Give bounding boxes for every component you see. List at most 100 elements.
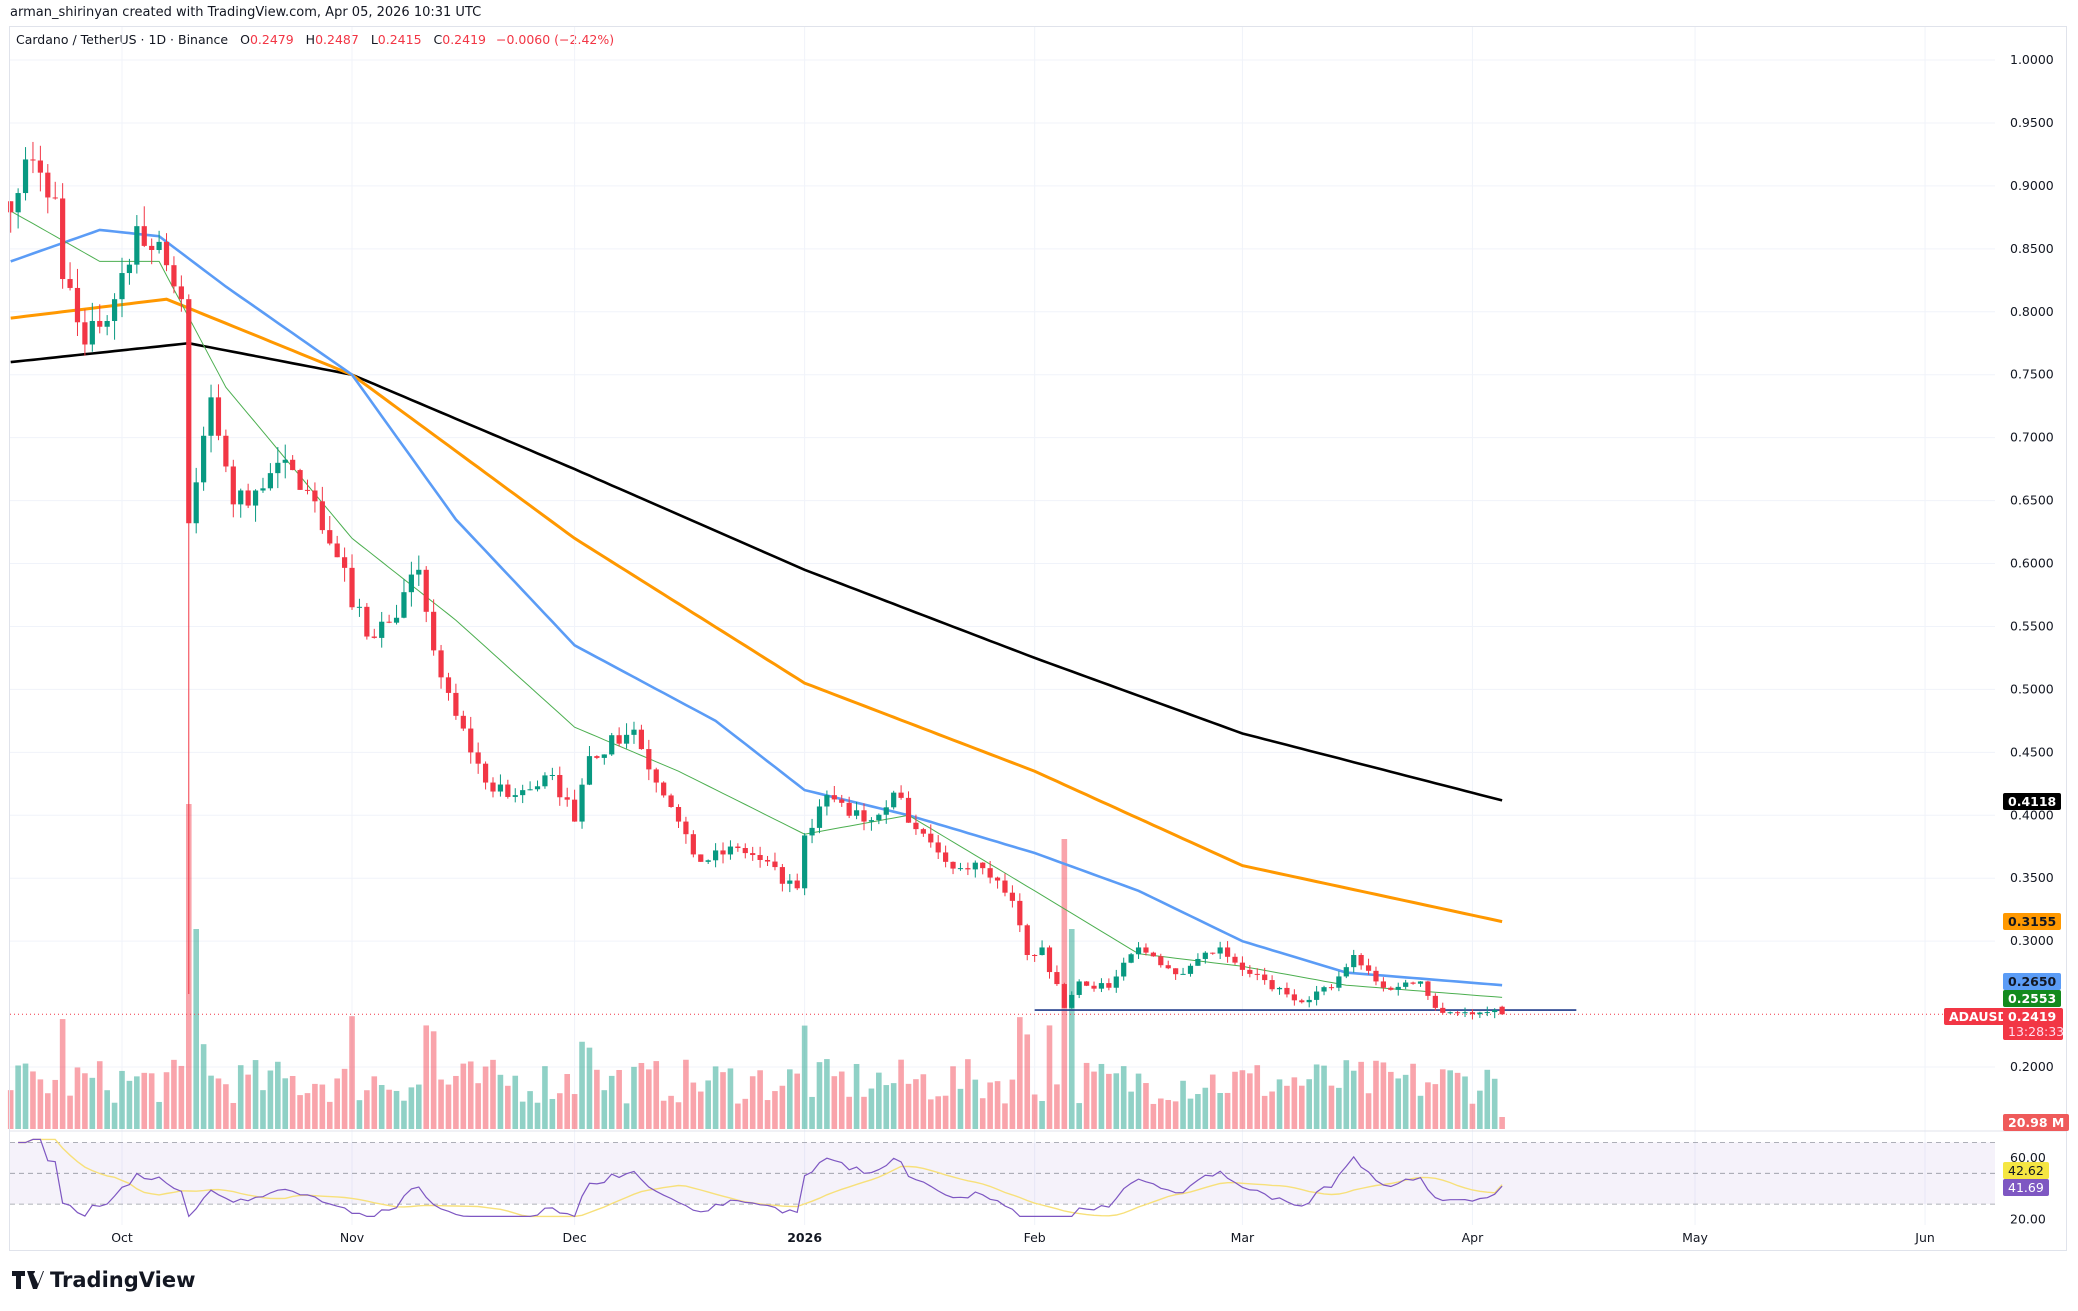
candle [1477,1011,1483,1018]
candle [386,614,392,624]
volume-bar [1165,1099,1172,1129]
candle [290,455,296,471]
y-tick-label: 0.2000 [2010,1059,2054,1074]
volume-bar [260,1090,266,1129]
candle [401,579,407,619]
candle [45,164,51,214]
volume-bar [965,1059,971,1129]
candle [356,598,363,617]
volume-bar [1402,1074,1409,1129]
candle-body [1232,956,1238,963]
volume-bar [364,1090,370,1129]
tradingview-logo[interactable]: TradingView [12,1268,195,1292]
candle [1299,998,1305,1004]
volume-bar [1247,1073,1253,1129]
x-tick-label: Nov [340,1230,365,1245]
candle-body [482,763,489,783]
volume-bar [705,1080,711,1129]
y-tick-label: 0.3000 [2010,933,2054,948]
candle-body [230,466,236,505]
low-label: L [370,32,378,47]
candle-body [386,621,392,623]
volume-bar [883,1085,890,1129]
candle [586,746,593,786]
volume-bar [876,1072,882,1129]
candle [1158,953,1164,968]
candle [304,479,311,495]
candle [1254,968,1260,981]
volume-bar [1284,1085,1290,1129]
volume-bar [1135,1073,1142,1129]
candle [824,790,830,816]
candle [431,599,437,656]
volume-bar [1024,1034,1031,1129]
volume-bar [1187,1098,1194,1129]
candle [987,861,993,884]
candle-body [950,861,956,869]
candle [965,862,971,876]
candle-body [816,806,823,828]
volume-bar [853,1063,860,1129]
candle-body [1403,982,1409,987]
volume-bar [1484,1069,1491,1129]
candle-body [408,574,414,593]
candle [764,855,771,867]
candle-body [8,201,14,213]
volume-bar [1388,1071,1394,1129]
candle-body [1128,954,1134,963]
candle-body [149,245,155,251]
candle [171,256,177,294]
candle [683,816,689,844]
candle-body [1113,976,1119,988]
volume-bar [764,1100,771,1129]
candle [1336,971,1342,992]
candle [497,774,504,797]
volume-bar [868,1088,875,1129]
volume-bar [542,1066,548,1129]
rsi-ma-line [18,1138,1503,1218]
volume-bar [1425,1082,1431,1129]
ma100-line [10,297,1503,924]
volume-bar [1113,1073,1120,1129]
candle [393,604,400,625]
volume-bar [586,1047,593,1129]
volume-bar [7,1090,14,1129]
candle [1180,967,1186,975]
candle [876,813,882,825]
candle [141,206,147,248]
candle-body [505,784,511,797]
volume-bar [1499,1117,1505,1129]
candle-body [1202,952,1208,959]
candle-body [1180,973,1186,975]
ma50-line [10,228,1503,987]
volume-bar [1239,1070,1246,1129]
candle-body [943,852,949,862]
volume-bar [1083,1062,1090,1129]
candle [134,215,140,274]
candle-body [520,790,526,796]
candle [668,793,674,808]
candle-body [252,490,259,506]
candle-body [141,226,147,246]
volume-bar [490,1059,496,1129]
candle [186,294,192,995]
volume-bar [935,1096,941,1129]
candle [1091,981,1097,992]
candle [1165,960,1171,970]
candle-body [342,557,348,568]
candle [831,785,837,803]
candle [572,789,578,822]
volume-bar [1076,1103,1082,1129]
candle-body [1069,994,1075,1008]
candle [1388,986,1394,991]
candle [802,833,808,896]
candle-body [497,784,504,792]
candle [1314,985,1320,1006]
candle-body [512,795,518,797]
volume-bar [1328,1085,1335,1129]
volume-bar [1017,1017,1023,1129]
volume-bar [549,1098,556,1129]
volume-bar [1350,1070,1357,1129]
volume-bar [972,1079,979,1129]
